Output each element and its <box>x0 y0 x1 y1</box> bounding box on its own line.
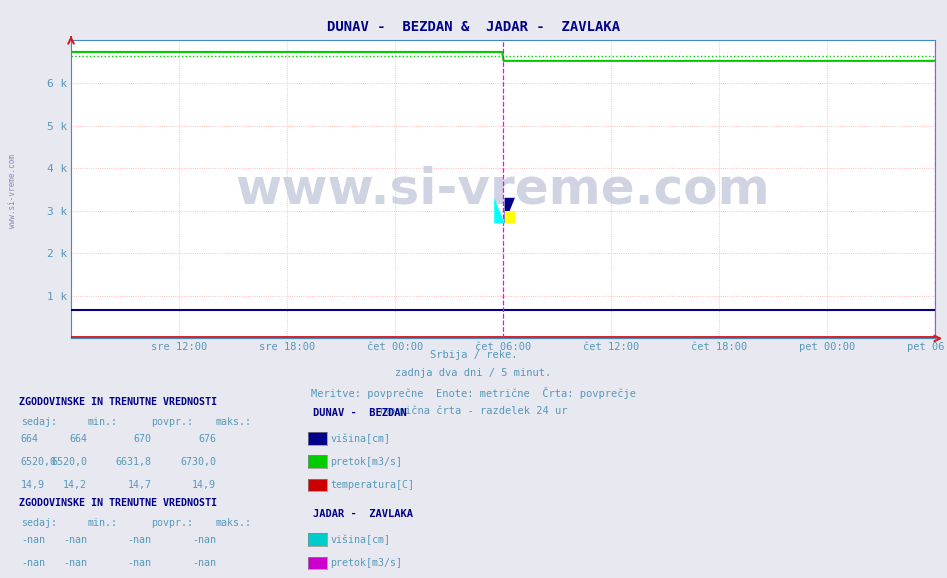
Text: sedaj:: sedaj: <box>21 417 57 427</box>
Text: višina[cm]: višina[cm] <box>331 535 390 545</box>
Text: -nan: -nan <box>128 535 152 545</box>
Text: www.si-vreme.com: www.si-vreme.com <box>236 165 770 213</box>
Text: maks.:: maks.: <box>216 518 252 528</box>
Text: Srbija / reke.: Srbija / reke. <box>430 350 517 360</box>
Text: 6730,0: 6730,0 <box>180 457 216 467</box>
Text: -nan: -nan <box>21 535 45 545</box>
Text: www.si-vreme.com: www.si-vreme.com <box>8 154 17 228</box>
Text: -nan: -nan <box>192 535 216 545</box>
Text: temperatura[C]: temperatura[C] <box>331 480 415 490</box>
Polygon shape <box>494 198 505 223</box>
Text: min.:: min.: <box>87 518 117 528</box>
Text: povpr.:: povpr.: <box>152 518 193 528</box>
Text: višina[cm]: višina[cm] <box>331 434 390 444</box>
Text: ZGODOVINSKE IN TRENUTNE VREDNOSTI: ZGODOVINSKE IN TRENUTNE VREDNOSTI <box>19 397 217 406</box>
Text: pretok[m3/s]: pretok[m3/s] <box>331 457 402 467</box>
Text: 14,9: 14,9 <box>21 480 45 490</box>
Text: 664: 664 <box>69 434 87 444</box>
Text: -nan: -nan <box>63 535 87 545</box>
Text: zadnja dva dni / 5 minut.: zadnja dva dni / 5 minut. <box>396 368 551 378</box>
Text: -nan: -nan <box>192 558 216 568</box>
Text: -nan: -nan <box>128 558 152 568</box>
Polygon shape <box>505 198 515 223</box>
Text: navpična črta - razdelek 24 ur: navpična črta - razdelek 24 ur <box>380 405 567 416</box>
Text: JADAR -  ZAVLAKA: JADAR - ZAVLAKA <box>313 509 413 519</box>
Text: 676: 676 <box>198 434 216 444</box>
Text: 14,7: 14,7 <box>128 480 152 490</box>
Text: 670: 670 <box>134 434 152 444</box>
Text: 6520,0: 6520,0 <box>51 457 87 467</box>
Text: 14,9: 14,9 <box>192 480 216 490</box>
Text: ZGODOVINSKE IN TRENUTNE VREDNOSTI: ZGODOVINSKE IN TRENUTNE VREDNOSTI <box>19 498 217 507</box>
Text: -nan: -nan <box>21 558 45 568</box>
Text: pretok[m3/s]: pretok[m3/s] <box>331 558 402 568</box>
Text: povpr.:: povpr.: <box>152 417 193 427</box>
Text: 6520,0: 6520,0 <box>21 457 57 467</box>
FancyBboxPatch shape <box>505 210 515 223</box>
Text: Meritve: povprečne  Enote: metrične  Črta: povprečje: Meritve: povprečne Enote: metrične Črta:… <box>311 387 636 399</box>
Text: 664: 664 <box>21 434 39 444</box>
Text: DUNAV -  BEZDAN &  JADAR -  ZAVLAKA: DUNAV - BEZDAN & JADAR - ZAVLAKA <box>327 20 620 34</box>
Text: maks.:: maks.: <box>216 417 252 427</box>
Text: min.:: min.: <box>87 417 117 427</box>
Text: 6631,8: 6631,8 <box>116 457 152 467</box>
Text: sedaj:: sedaj: <box>21 518 57 528</box>
Text: 14,2: 14,2 <box>63 480 87 490</box>
Text: -nan: -nan <box>63 558 87 568</box>
Text: DUNAV -  BEZDAN: DUNAV - BEZDAN <box>313 408 406 418</box>
